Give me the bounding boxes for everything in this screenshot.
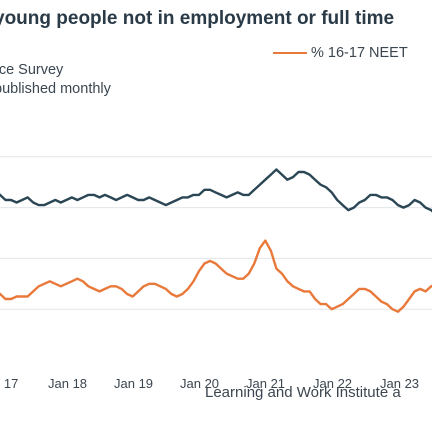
x-tick-label: Jan 23 — [380, 376, 419, 391]
x-tick-label: Jan 19 — [114, 376, 153, 391]
chart-subtitle-line1: rce Survey — [0, 62, 64, 78]
x-tick-label: n 17 — [0, 376, 18, 391]
x-tick-label: Jan 21 — [246, 376, 285, 391]
series-line-0 — [0, 168, 432, 213]
grid-lines — [0, 156, 432, 310]
legend-swatch-neet — [273, 52, 307, 54]
source-note: Learning and Work Institute a — [205, 384, 401, 401]
x-tick-label: Jan 22 — [313, 376, 352, 391]
x-tick-label: Jan 18 — [48, 376, 87, 391]
chart-title: young people not in employment or full t… — [0, 8, 395, 29]
legend-label-neet: % 16-17 NEET — [311, 45, 408, 61]
x-axis-tick-labels: n 17 Jan 18 Jan 19 Jan 20 Jan 21 Jan 22 Jan 23 — [0, 376, 419, 391]
series-line-1 — [0, 239, 432, 313]
series-lines — [0, 168, 432, 313]
legend: % 16-17 NEET — [273, 45, 408, 61]
x-tick-label: Jan 20 — [180, 376, 219, 391]
chart-subtitle-line2: published monthly — [0, 81, 111, 97]
